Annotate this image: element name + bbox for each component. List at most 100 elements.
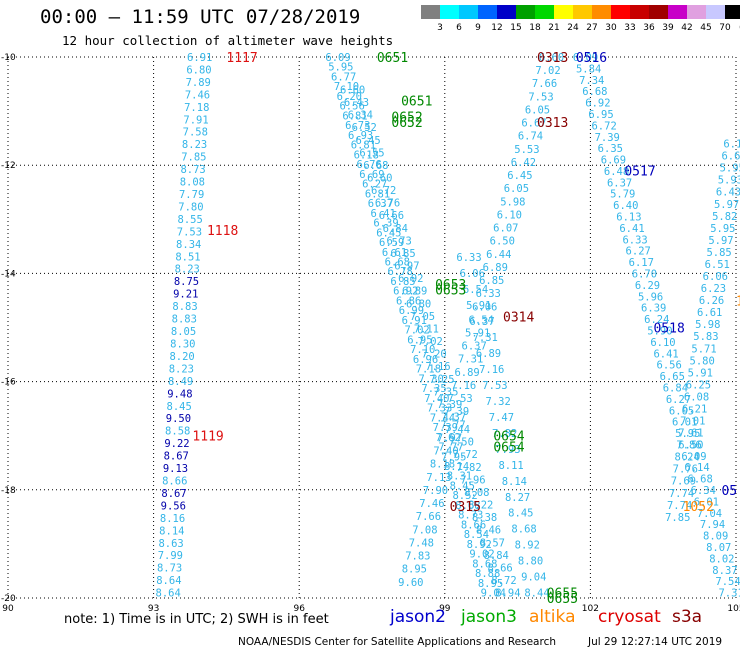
wave-height-value: 6.85 xyxy=(390,248,415,260)
legend-item-cryosat: cryosat xyxy=(598,607,661,627)
wave-height-value: 7.30 xyxy=(419,373,444,385)
wave-height-value: 6.69 xyxy=(601,155,626,167)
wave-height-value: 6.74 xyxy=(518,131,543,143)
wave-height-value: 7.93 xyxy=(495,444,520,456)
wave-height-value: 6.91 xyxy=(402,315,427,327)
pass-number-label: 0653 xyxy=(435,284,466,299)
wave-height-value: 6.80 xyxy=(186,64,211,76)
wave-height-value: 6.26 xyxy=(699,295,724,307)
wave-height-value: 7.46 xyxy=(419,498,444,510)
wave-height-value: 7.02 xyxy=(418,336,443,348)
colorbar-swatch xyxy=(554,5,573,19)
wave-height-value: 7.90 xyxy=(423,485,448,497)
wave-height-value: 8.92 xyxy=(467,539,492,551)
wave-height-value: 6.08 xyxy=(684,391,709,403)
wave-height-value: 6.45 xyxy=(355,135,380,147)
wave-height-value: 7.74 xyxy=(667,500,692,512)
wave-height-value: 5.71 xyxy=(691,343,716,355)
wave-height-value: 6.68 xyxy=(582,86,607,98)
pass-number-label: 0313 xyxy=(537,51,568,66)
wave-height-value: 8.30 xyxy=(170,338,195,350)
wave-height-value: 6.06 xyxy=(703,271,728,283)
wave-height-value: 6.39 xyxy=(373,218,398,230)
pass-number-label: 0652 xyxy=(391,111,422,126)
wave-height-value: 8.45 xyxy=(167,401,192,413)
wave-height-value: 7.95 xyxy=(441,451,466,463)
colorbar-swatch xyxy=(706,5,725,19)
colorbar-tick-label: 27 xyxy=(586,23,598,33)
wave-height-value: 6.34 xyxy=(348,110,373,122)
legend-item-s3a: s3a xyxy=(672,607,703,627)
wave-height-value: 7.53 xyxy=(482,380,507,392)
wave-height-value: 7.80 xyxy=(178,201,203,213)
wave-height-value: 6.65 xyxy=(660,371,685,383)
colorbar-tick-label: 24 xyxy=(567,23,579,33)
wave-height-value: 8.73 xyxy=(458,510,483,522)
wave-height-value: 7.58 xyxy=(183,127,208,139)
wave-height-value: 8.73 xyxy=(180,164,205,176)
wave-height-value: 6.97 xyxy=(394,261,419,273)
wave-height-value: 6.33 xyxy=(476,288,501,300)
wave-height-value: 9.22 xyxy=(164,438,189,450)
pass-number-label: 0314 xyxy=(503,311,534,326)
y-axis-tick-label: -14 xyxy=(1,269,16,279)
wave-height-value: 6.93 xyxy=(348,130,373,142)
wave-height-value: 6.41 xyxy=(371,208,396,220)
pass-number-label: 0654 xyxy=(493,430,524,445)
wave-height-value: 7.79 xyxy=(179,189,204,201)
wave-height-value: 5.84 xyxy=(576,63,601,75)
wave-height-value: 7.99 xyxy=(158,550,183,562)
wave-height-value: 7.16 xyxy=(479,364,504,376)
colorbar-swatch xyxy=(535,5,554,19)
wave-height-value: 5.82 xyxy=(712,211,737,223)
wave-height-value: 8.08 xyxy=(464,487,489,499)
wave-height-value: 5.93 xyxy=(718,175,740,187)
wave-height-value: 8.83 xyxy=(172,314,197,326)
wave-height-value: 6.37 xyxy=(462,341,487,353)
wave-height-value: 6.84 xyxy=(383,223,408,235)
pass-number-label: 0518 xyxy=(653,322,684,337)
wave-height-value: 8.44 xyxy=(524,588,549,600)
wave-height-value: 8.66 xyxy=(487,562,512,574)
map-title: 00:00 – 11:59 UTC 07/28/2019 xyxy=(40,6,361,28)
wave-height-value: 7.69 xyxy=(671,476,696,488)
wave-height-value: 6.24 xyxy=(644,314,669,326)
wave-height-value: 8.52 xyxy=(452,490,477,502)
wave-height-value: 8.45 xyxy=(450,480,475,492)
wave-height-value: 8.63 xyxy=(158,538,183,550)
wave-height-value: 8.80 xyxy=(518,556,543,568)
wave-height-value: 6.06 xyxy=(472,301,497,313)
wave-height-value: 8.51 xyxy=(175,251,200,263)
wave-height-value: 8.88 xyxy=(475,568,500,580)
pass-number-label: 1117 xyxy=(226,51,257,66)
colorbar-swatch xyxy=(478,5,497,19)
map-subtitle: 12 hour collection of altimeter wave hei… xyxy=(62,33,394,48)
wave-height-value: 6.35 xyxy=(598,143,623,155)
legend-item-altika: altika xyxy=(529,607,576,627)
wave-height-value: 6.89 xyxy=(476,348,501,360)
wave-height-value: 6.01 xyxy=(694,496,719,508)
wave-height-value: 6.56 xyxy=(657,360,682,372)
wave-height-value: 6.81 xyxy=(365,188,390,200)
wave-height-value: 5.85 xyxy=(706,247,731,259)
wave-height-value: 7.40 xyxy=(424,393,449,405)
wave-height-value: 7.47 xyxy=(489,412,514,424)
wave-height-value: 6.43 xyxy=(344,97,369,109)
wave-height-value: 7.11 xyxy=(414,323,439,335)
x-axis-tick-label: 90 xyxy=(2,604,14,614)
wave-height-value: 7.08 xyxy=(412,524,437,536)
pass-number-label: 0651 xyxy=(401,94,432,109)
wave-height-value: 8.02 xyxy=(709,553,734,565)
wave-height-value: 8.05 xyxy=(171,326,196,338)
wave-height-value: 6.25 xyxy=(686,379,711,391)
wave-height-value: 5.97 xyxy=(714,199,739,211)
wave-height-value: 7.85 xyxy=(665,512,690,524)
wave-height-value: 9.04 xyxy=(481,588,506,600)
wave-height-value: 9.13 xyxy=(163,463,188,475)
wave-height-value: 6.60 xyxy=(539,52,564,64)
wave-height-value: 6.60 xyxy=(340,84,365,96)
wave-height-value: 7.39 xyxy=(595,132,620,144)
wave-height-value: 7.85 xyxy=(181,152,206,164)
wave-height-value: 7.39 xyxy=(444,406,469,418)
wave-height-value: 6.43 xyxy=(716,187,740,199)
